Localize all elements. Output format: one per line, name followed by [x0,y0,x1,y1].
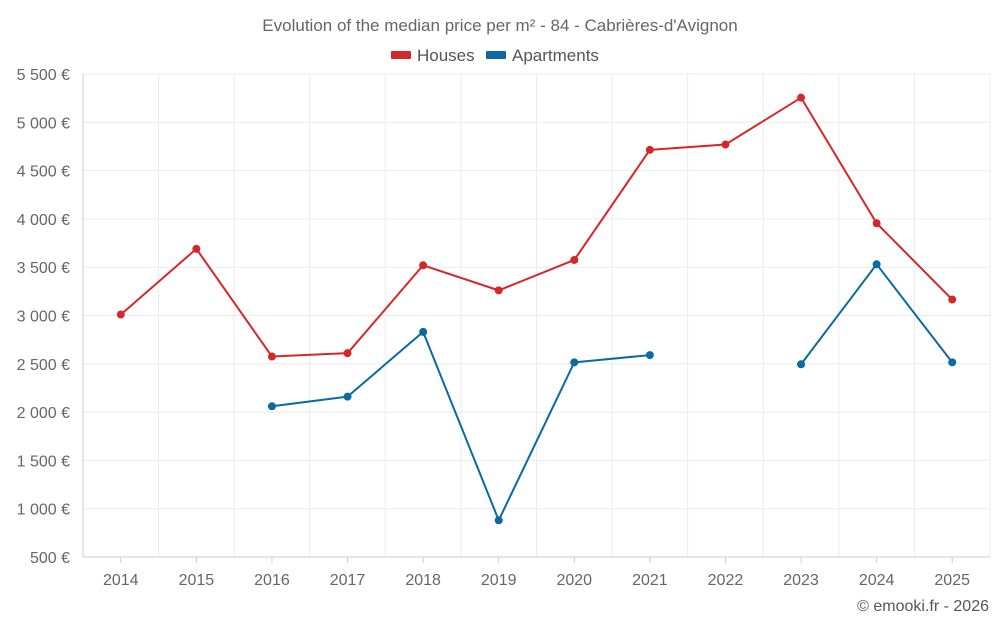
data-point-apartments[interactable] [570,358,579,367]
x-tick-label: 2015 [179,572,215,589]
series-apartments [267,260,957,525]
chart-title: Evolution of the median price per m² - 8… [262,16,737,35]
data-point-houses[interactable] [872,219,881,228]
y-tick-label: 1 500 € [17,453,70,470]
credit-text: © emooki.fr - 2026 [857,598,989,615]
y-tick-label: 4 500 € [17,164,70,181]
data-point-houses[interactable] [570,255,579,264]
data-point-apartments[interactable] [419,327,428,336]
data-point-apartments[interactable] [343,392,352,401]
data-point-apartments[interactable] [494,516,503,525]
x-tick-label: 2016 [254,572,290,589]
data-point-apartments[interactable] [645,351,654,360]
series-line-apartments [271,330,650,522]
legend-label-houses: Houses [417,46,475,65]
data-point-houses[interactable] [267,352,276,361]
x-tick-label: 2021 [632,572,668,589]
data-point-houses[interactable] [494,286,503,295]
y-tick-label: 1 000 € [17,502,70,519]
x-tick-label: 2017 [330,572,366,589]
data-point-houses[interactable] [797,93,806,102]
x-tick-label: 2023 [783,572,819,589]
data-point-apartments[interactable] [872,260,881,269]
legend-item-apartments[interactable]: Apartments [486,46,599,65]
y-tick-label: 2 000 € [17,405,70,422]
y-tick-label: 5 000 € [17,115,70,132]
x-tick-label: 2020 [556,572,592,589]
x-tick-label: 2024 [859,572,895,589]
x-tick-label: 2019 [481,572,517,589]
data-point-houses[interactable] [645,145,654,154]
y-tick-label: 3 000 € [17,309,70,326]
data-point-houses[interactable] [192,244,201,253]
legend-swatch-apartments [486,51,506,59]
x-tick-label: 2014 [103,572,139,589]
data-point-houses[interactable] [116,310,125,319]
data-point-houses[interactable] [419,261,428,270]
x-tick-label: 2025 [934,572,970,589]
series [116,93,957,525]
legend-label-apartments: Apartments [512,46,599,65]
data-point-houses[interactable] [721,140,730,149]
y-tick-label: 500 € [30,550,70,567]
series-line-houses [120,96,953,358]
legend-item-houses[interactable]: Houses [391,46,475,65]
x-tick-label: 2022 [708,572,744,589]
y-tick-label: 5 500 € [17,67,70,84]
grid [83,73,991,557]
legend: Houses Apartments [391,46,599,65]
data-point-apartments[interactable] [267,402,276,411]
y-tick-label: 2 500 € [17,357,70,374]
data-point-apartments[interactable] [797,360,806,369]
axes: 500 € 1 000 € 1 500 € 2 000 € 2 500 € 3 000 €… [17,67,990,589]
x-tick-label: 2018 [405,572,441,589]
data-point-houses[interactable] [343,349,352,358]
y-tick-label: 3 500 € [17,260,70,277]
y-tick-label: 4 000 € [17,212,70,229]
data-point-houses[interactable] [948,295,957,304]
series-line-apartments [800,263,954,365]
data-point-apartments[interactable] [948,358,957,367]
series-houses [116,93,957,361]
legend-swatch-houses [391,51,411,59]
